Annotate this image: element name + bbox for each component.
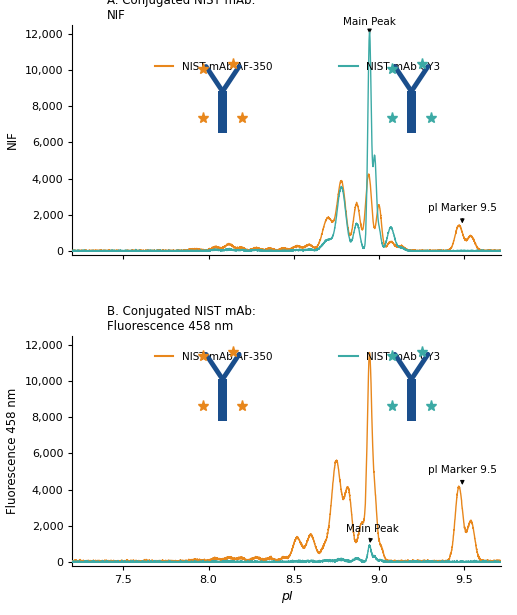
Text: B. Conjugated NIST mAb:
Fluorescence 458 nm: B. Conjugated NIST mAb: Fluorescence 458… xyxy=(107,305,255,333)
Y-axis label: NIF: NIF xyxy=(6,130,19,149)
Text: Main Peak: Main Peak xyxy=(346,524,399,542)
Legend: NIST mAb CY3: NIST mAb CY3 xyxy=(335,57,445,76)
Text: A. Conjugated NIST mAb:
NIF: A. Conjugated NIST mAb: NIF xyxy=(107,0,255,22)
Y-axis label: Fluorescence 458 nm: Fluorescence 458 nm xyxy=(6,387,19,514)
FancyBboxPatch shape xyxy=(407,92,416,133)
X-axis label: pI: pI xyxy=(281,590,293,603)
Text: Main Peak: Main Peak xyxy=(343,17,396,33)
FancyBboxPatch shape xyxy=(407,379,416,421)
Legend: NIST mAb CY3: NIST mAb CY3 xyxy=(335,347,445,366)
FancyBboxPatch shape xyxy=(218,92,227,133)
FancyBboxPatch shape xyxy=(218,379,227,421)
Text: pI Marker 9.5: pI Marker 9.5 xyxy=(428,203,497,222)
Text: pI Marker 9.5: pI Marker 9.5 xyxy=(428,465,497,484)
